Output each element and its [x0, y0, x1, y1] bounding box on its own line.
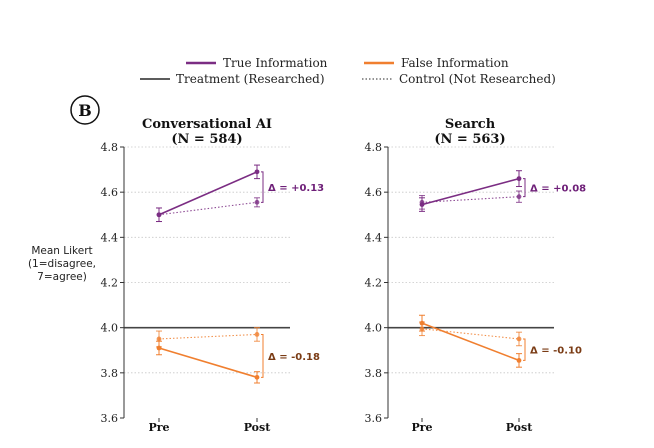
y-tick-label: 3.8 — [101, 367, 119, 380]
data-point-true-treatment — [254, 169, 260, 175]
panel-label: B — [70, 95, 100, 125]
delta-bracket — [523, 178, 526, 198]
y-axis-label: Mean Likert (1=disagree, 7=agree) — [28, 245, 96, 283]
y-tick-label: 4.6 — [365, 186, 383, 199]
delta-label: Δ = +0.08 — [530, 184, 586, 195]
data-point-false-control — [516, 336, 522, 342]
x-tick-label: Post — [506, 421, 534, 434]
y-tick-label: 3.8 — [365, 367, 383, 380]
y-tick-label: 4.4 — [101, 231, 119, 244]
y-tick-label: 4.4 — [365, 231, 383, 244]
y-tick-label: 4.0 — [101, 322, 119, 335]
y-tick-label: 4.0 — [365, 322, 383, 335]
y-tick-label: 3.6 — [101, 412, 119, 425]
legend-true-label: True Information — [223, 56, 328, 70]
delta-label: Δ = +0.13 — [268, 183, 324, 194]
y-tick-label: 4.8 — [101, 141, 119, 154]
series-line-true-treatment — [158, 171, 258, 216]
legend: True Information False Information Treat… — [140, 56, 556, 86]
data-point-true-control — [419, 199, 425, 205]
data-point-true-control — [516, 194, 522, 200]
series-line-true-treatment — [421, 177, 520, 206]
legend-treatment-label: Treatment (Researched) — [176, 72, 325, 86]
x-tick-label: Pre — [148, 421, 169, 434]
series-line-true-control — [421, 196, 520, 203]
panel-label-text: B — [78, 101, 92, 120]
data-point-false-control — [254, 332, 260, 337]
chart-title: Search — [445, 117, 496, 132]
y-axis-label-line-1: Mean Likert — [31, 245, 92, 257]
data-point-false-control — [419, 326, 425, 332]
chart-panel-search: Search(N = 563) 3.6 3.8 4.0 4.2 4.4 4.6 4.8 Pre P… — [365, 117, 587, 434]
series-line-true-control — [158, 201, 258, 216]
delta-bracket — [261, 333, 264, 378]
data-point-true-control — [254, 199, 260, 205]
delta-bracket — [261, 171, 264, 203]
series-line-false-control — [421, 328, 520, 340]
chart-subtitle: (N = 584) — [171, 132, 242, 147]
panel-label-circle — [70, 95, 100, 125]
delta-label: Δ = -0.18 — [268, 352, 320, 363]
y-tick-label: 4.2 — [101, 277, 119, 290]
y-axis-label-line-2: (1=disagree, — [28, 258, 96, 270]
series-line-false-control — [158, 333, 258, 340]
y-tick-label: 4.2 — [365, 277, 383, 290]
data-point-false-treatment — [516, 358, 522, 363]
chart-panel-conversational-ai: Conversational AI(N = 584) 3.6 3.8 4.0 4.2 4.… — [101, 117, 325, 434]
chart-title: Conversational AI — [142, 117, 272, 132]
y-tick-label: 4.8 — [365, 141, 383, 154]
series-line-false-treatment — [421, 322, 520, 362]
y-tick-label: 4.6 — [101, 186, 119, 199]
delta-label: Δ = -0.10 — [530, 346, 582, 357]
x-tick-label: Post — [244, 421, 272, 434]
data-point-false-control — [156, 336, 162, 342]
chart-subtitle: (N = 563) — [434, 132, 505, 147]
series-line-false-treatment — [158, 347, 258, 379]
data-point-true-control — [156, 212, 162, 218]
x-tick-label: Pre — [411, 421, 432, 434]
delta-bracket — [523, 338, 526, 361]
legend-false-label: False Information — [401, 56, 509, 70]
legend-control-label: Control (Not Researched) — [399, 72, 556, 86]
y-axis-label-line-3: 7=agree) — [37, 271, 87, 283]
data-point-true-treatment — [516, 176, 522, 182]
y-tick-label: 3.6 — [365, 412, 383, 425]
data-point-false-treatment — [254, 374, 260, 380]
